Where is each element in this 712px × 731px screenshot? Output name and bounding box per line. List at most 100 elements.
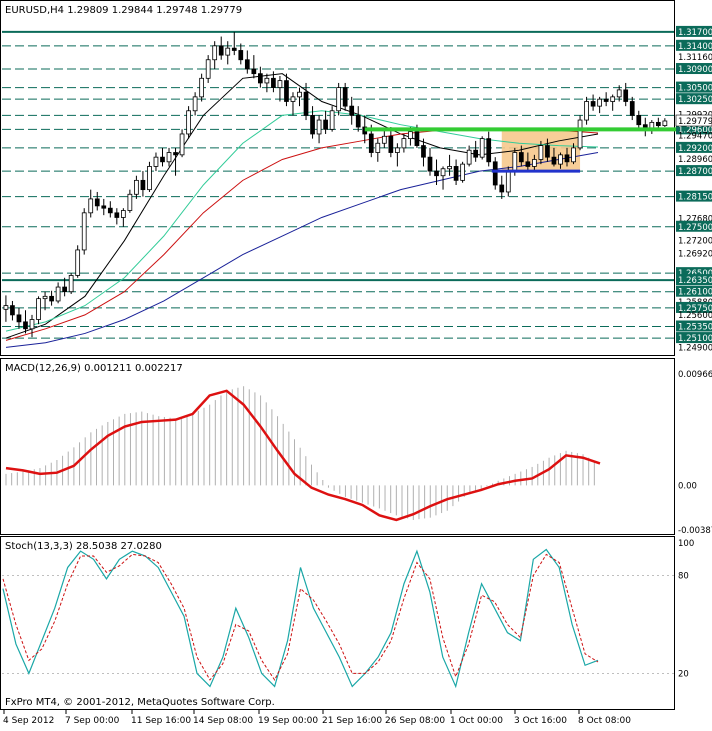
candle-37 — [244, 50, 250, 74]
candle-16 — [107, 201, 113, 218]
candle-body — [310, 115, 315, 135]
candle-body — [192, 96, 198, 112]
candle-body — [42, 295, 48, 300]
price-label-text: 1.25600 — [678, 311, 712, 321]
candle-69 — [453, 159, 459, 185]
price-label-text: 1.25350 — [678, 322, 712, 332]
candle-82 — [538, 140, 544, 165]
candle-23 — [153, 152, 159, 172]
price-label-text: 1.29200 — [678, 144, 712, 154]
price-label-text: 1.30500 — [678, 84, 712, 94]
candle-72 — [473, 140, 479, 162]
moving-averages — [5, 73, 599, 348]
candle-13 — [88, 189, 94, 218]
price-label-8: 1.29470 — [678, 131, 712, 141]
candle-body — [205, 59, 211, 79]
candle-2 — [16, 307, 22, 329]
candle-body — [212, 45, 218, 61]
candle-body — [134, 179, 139, 195]
candle-45 — [297, 87, 302, 107]
candle-52 — [342, 82, 348, 111]
price-label-22: 1.25600 — [678, 311, 712, 321]
candle-99 — [649, 120, 655, 134]
candle-body — [558, 154, 563, 165]
candle-24 — [160, 147, 165, 167]
candle-body — [271, 77, 276, 88]
candle-88 — [577, 115, 583, 151]
candle-body — [297, 91, 302, 98]
candle-body — [29, 319, 35, 330]
current-price-bg — [675, 114, 712, 127]
ma-line-2 — [5, 110, 599, 332]
candle-body — [466, 149, 472, 165]
macd-axis-label-0: 0.00966 — [678, 370, 712, 380]
price-label-text: 1.27680 — [678, 214, 712, 224]
stoch-main-line — [2, 548, 599, 689]
candle-64 — [421, 138, 426, 167]
candle-body — [616, 89, 622, 98]
candle-46 — [303, 82, 309, 121]
candle-14 — [94, 191, 100, 211]
price-label-bg — [676, 301, 712, 313]
price-label-text: 1.28700 — [678, 167, 712, 177]
candle-81 — [532, 154, 537, 172]
candle-6 — [42, 291, 48, 311]
price-label-bg — [676, 320, 712, 332]
candle-body — [427, 156, 433, 172]
candle-70 — [460, 161, 465, 183]
candle-34 — [225, 41, 231, 65]
candle-body — [414, 131, 420, 146]
stoch-title: Stoch(13,3,3) 28.5038 27.0280 — [5, 541, 162, 552]
candle-97 — [636, 110, 642, 130]
price-label-25: 1.24900 — [678, 343, 712, 353]
price-label-text: 1.25750 — [678, 304, 712, 314]
candle-75 — [492, 157, 498, 190]
stoch-axis-label-0: 100 — [678, 539, 694, 549]
candle-body — [36, 298, 41, 320]
price-label-text: 1.26350 — [678, 276, 712, 286]
price-label-24: 1.25100 — [676, 332, 712, 344]
price-label-bg — [676, 220, 712, 232]
candle-body — [127, 193, 133, 211]
candle-18 — [120, 208, 126, 227]
price-label-bg — [676, 165, 712, 177]
candle-31 — [205, 55, 211, 83]
price-label-bg — [676, 332, 712, 344]
candle-85 — [558, 152, 563, 169]
price-label-12: 1.28150 — [676, 190, 712, 203]
candle-body — [160, 156, 165, 163]
candle-68 — [447, 154, 452, 176]
candle-body — [505, 170, 511, 193]
candle-9 — [62, 277, 67, 297]
ma-line-0 — [5, 73, 599, 339]
candle-25 — [166, 147, 172, 167]
x-label-2: 11 Sep 16:00 — [131, 716, 191, 726]
price-label-text: 1.28150 — [678, 193, 712, 203]
candle-body — [166, 152, 172, 163]
current-price-label: 1.29779 — [675, 114, 712, 127]
candle-body — [218, 45, 224, 56]
price-label-5: 1.30250 — [676, 93, 712, 105]
candle-body — [107, 207, 113, 214]
price-label-text: 1.31160 — [678, 53, 712, 63]
price-label-1: 1.31400 — [676, 39, 712, 52]
candle-90 — [590, 94, 596, 111]
candle-body — [316, 119, 322, 135]
candle-body — [75, 249, 81, 276]
candle-35 — [231, 31, 237, 56]
chart-title: EURUSD,H4 1.29809 1.29844 1.29748 1.2977… — [5, 5, 242, 16]
candle-body — [140, 179, 146, 191]
candle-43 — [284, 73, 289, 107]
candle-65 — [427, 147, 433, 176]
price-label-text: 1.29470 — [678, 131, 712, 141]
candle-body — [434, 170, 439, 177]
price-label-text: 1.24900 — [678, 343, 712, 353]
candle-body — [368, 133, 374, 153]
candle-8 — [55, 282, 61, 304]
x-label-4: 19 Sep 00:00 — [258, 716, 318, 726]
candle-body — [336, 87, 342, 112]
candle-40 — [264, 73, 270, 93]
candle-body — [597, 98, 602, 107]
candle-body — [55, 286, 61, 302]
candle-body — [545, 145, 550, 158]
